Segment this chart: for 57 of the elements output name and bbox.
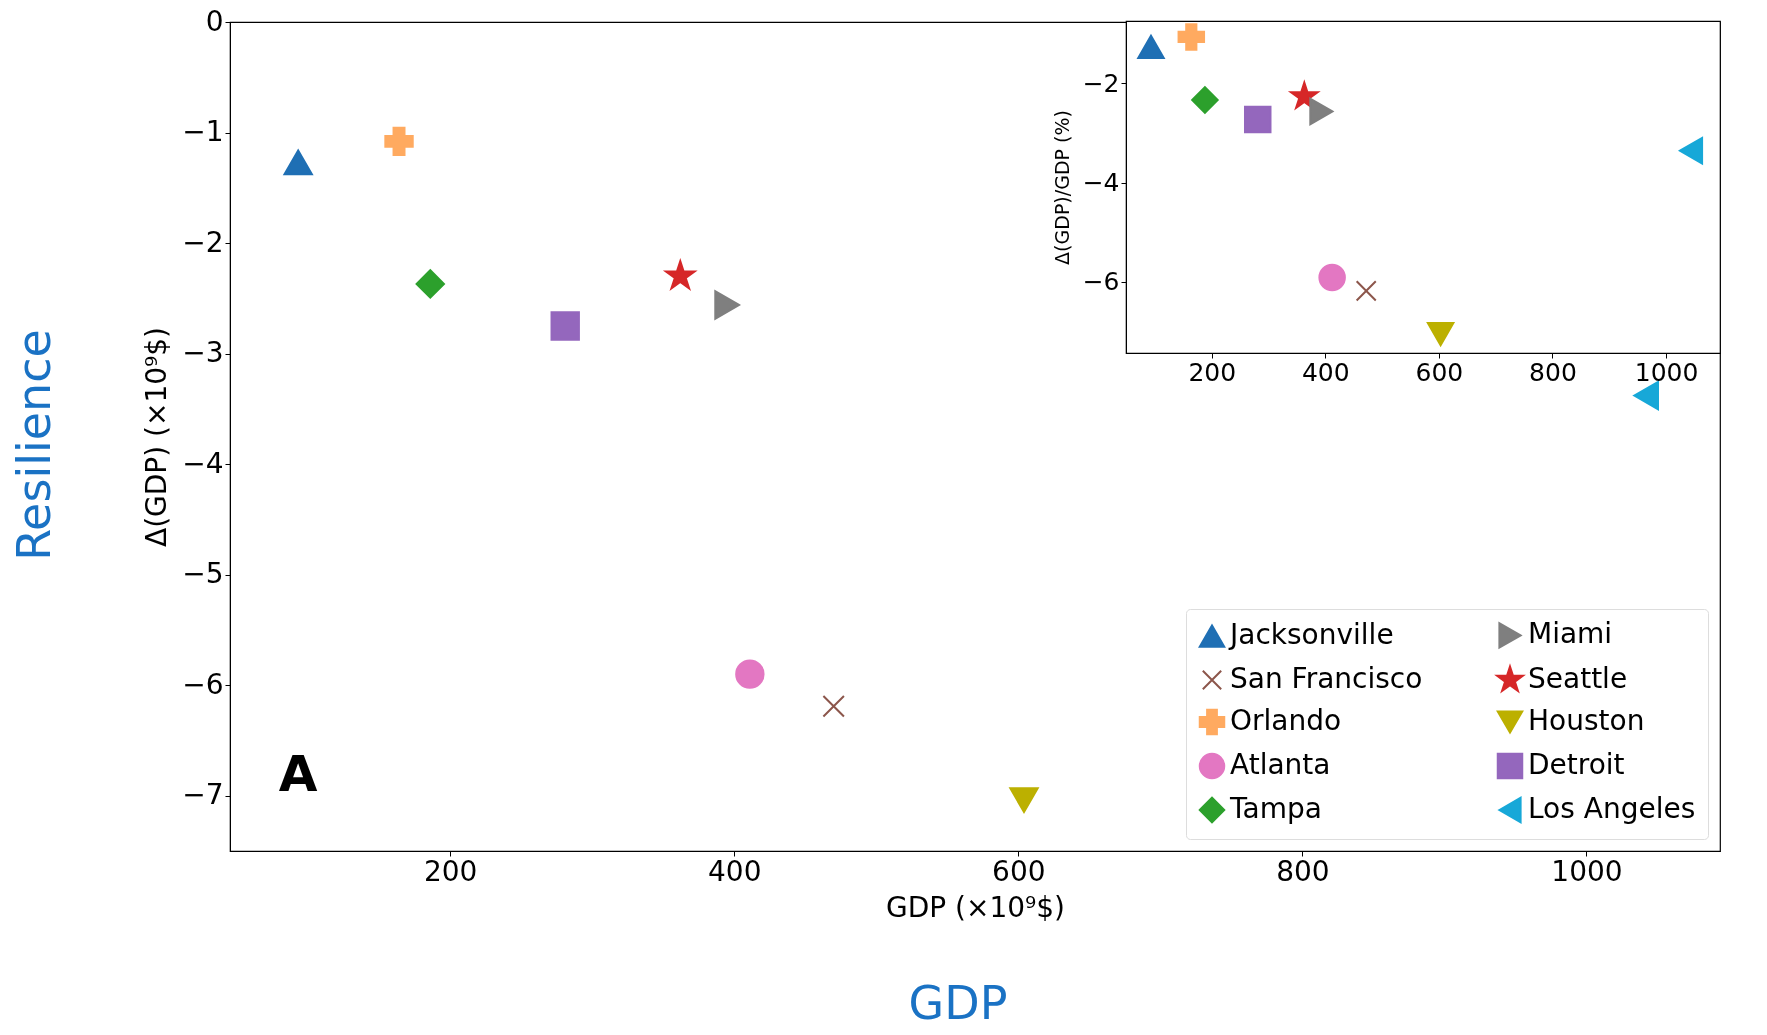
point xyxy=(1244,105,1272,134)
y-tick-label: −2 xyxy=(182,225,224,259)
annotation: A xyxy=(278,745,318,803)
x-tick-label: 800 xyxy=(1529,357,1577,387)
point xyxy=(1309,97,1334,126)
y-axis-title: Δ(GDP) (×10⁹$) xyxy=(140,326,174,548)
point xyxy=(735,659,765,689)
point xyxy=(1633,380,1659,411)
y-tick-label: −4 xyxy=(1082,168,1120,198)
legend-label: Tampa xyxy=(1229,792,1322,825)
y-tick-label: −1 xyxy=(182,115,224,149)
legend-label: Atlanta xyxy=(1230,748,1331,781)
y-tick-label: −6 xyxy=(182,667,224,701)
legend-label: Seattle xyxy=(1528,662,1628,695)
y-tick-label: −4 xyxy=(182,446,224,480)
point xyxy=(1009,787,1039,814)
point xyxy=(1137,34,1165,59)
x-tick-label: 200 xyxy=(1188,357,1237,387)
legend-label: Miami xyxy=(1528,617,1613,651)
legend-label: Orlando xyxy=(1230,704,1342,737)
legend-label: Los Angeles xyxy=(1528,792,1696,825)
point xyxy=(1426,322,1455,347)
y-tick-label: −6 xyxy=(1082,267,1120,297)
point xyxy=(1191,86,1219,114)
point xyxy=(550,311,580,341)
x-tick-label: 400 xyxy=(708,854,762,888)
x-tick-label: 800 xyxy=(1276,854,1330,888)
x-tick-label: 400 xyxy=(1301,357,1350,387)
point xyxy=(415,269,445,299)
point xyxy=(283,149,313,176)
text: GDP xyxy=(908,976,1008,1030)
x-tick-label: 600 xyxy=(1415,357,1464,387)
y-axis-title: Δ(GDP)/GDP (%) xyxy=(1050,110,1073,265)
x-tick-label: 1000 xyxy=(1634,357,1699,387)
legend-label: Jacksonville xyxy=(1228,618,1394,652)
point xyxy=(1288,79,1321,111)
x-tick-label: 600 xyxy=(992,854,1046,888)
y-tick-label: 0 xyxy=(205,4,224,38)
legend-label: Detroit xyxy=(1528,748,1625,781)
legend-label: Houston xyxy=(1528,704,1645,737)
x-tick-label: 200 xyxy=(423,854,478,888)
point xyxy=(1355,280,1377,302)
x-tick-label: 1000 xyxy=(1551,854,1623,888)
y-tick-label: −7 xyxy=(182,778,224,812)
point xyxy=(1177,23,1206,51)
y-tick-label: −2 xyxy=(1082,68,1120,98)
text: Resilience xyxy=(7,329,61,561)
point xyxy=(1679,136,1704,165)
point xyxy=(822,694,845,718)
x-axis-title: GDP (×10⁹$) xyxy=(885,890,1066,924)
point xyxy=(664,260,696,290)
point xyxy=(384,126,414,157)
y-tick-label: −5 xyxy=(182,557,224,591)
point xyxy=(1318,263,1346,292)
legend-label: San Francisco xyxy=(1230,662,1423,695)
point xyxy=(714,290,740,320)
y-tick-label: −3 xyxy=(182,336,224,370)
